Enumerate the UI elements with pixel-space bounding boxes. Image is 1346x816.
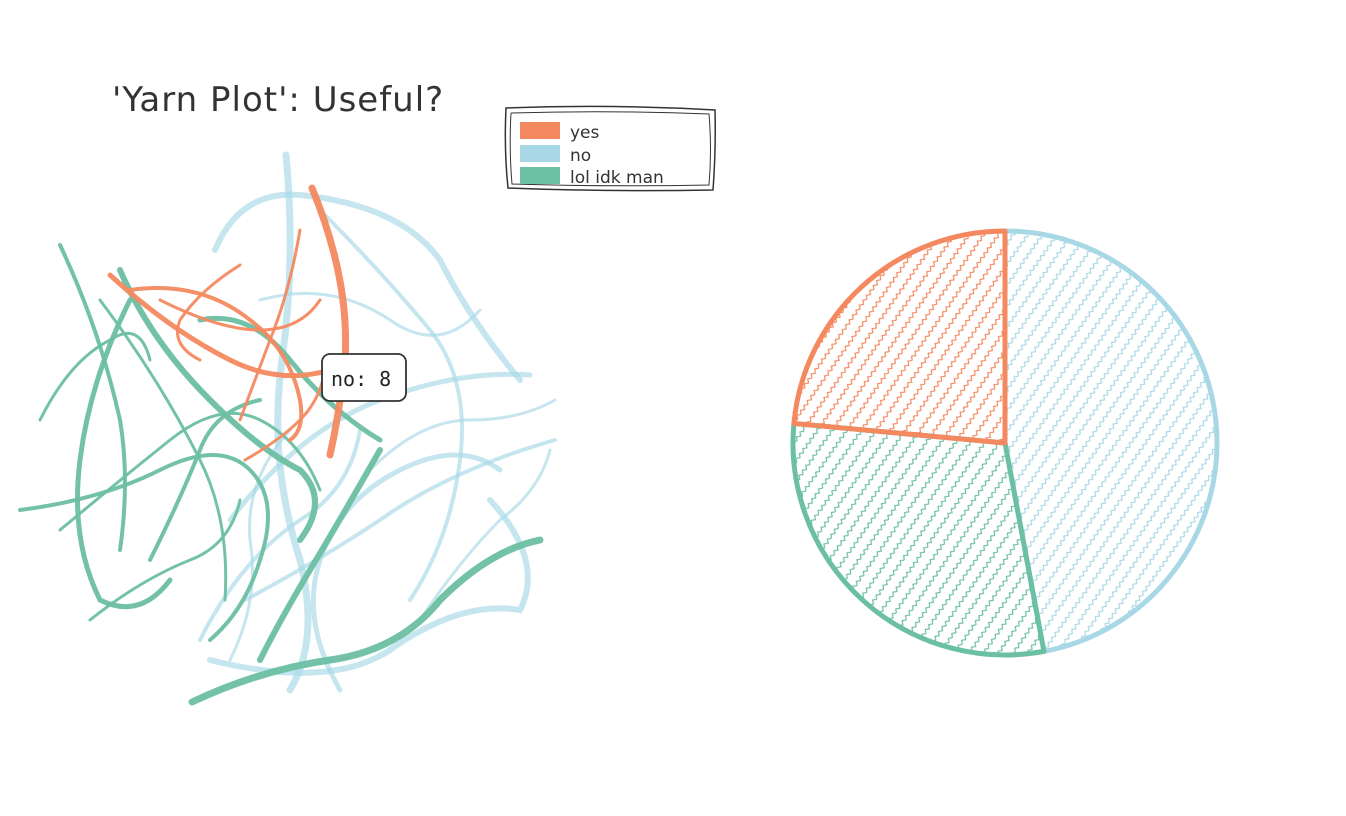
- legend-swatch-yes: [520, 122, 560, 139]
- tooltip-box: [321, 353, 407, 402]
- legend-label-no: no: [570, 146, 591, 166]
- pie-slice-idk[interactable]: [790, 420, 1047, 658]
- yarn-strand-yes-1: [308, 184, 350, 459]
- yarn-strand-no-9: [228, 428, 292, 662]
- yarn-strand-idk-4: [197, 315, 383, 443]
- legend-label-yes: yes: [570, 123, 600, 143]
- yarn-strand-idk-12: [98, 298, 228, 602]
- yarn-strand-yes-2: [107, 272, 333, 379]
- yarn-strand-idk-6: [58, 243, 127, 552]
- yarn-strand-no-10: [418, 448, 552, 622]
- yarn-strand-yes-4: [176, 263, 242, 362]
- yarn-strand-idk-8: [38, 331, 152, 422]
- pie-slice-yes[interactable]: [791, 228, 1008, 446]
- yarn-strand-no-6: [243, 438, 557, 602]
- legend-label-idk: lol idk man: [570, 168, 664, 188]
- pie-slice-no[interactable]: [1002, 228, 1220, 654]
- yarn-strand-no-1: [274, 151, 312, 694]
- yarn-strand-idk-11: [148, 398, 262, 562]
- yarn-strand-idk-10: [58, 411, 322, 532]
- yarn-series-idk[interactable]: [18, 243, 544, 706]
- yarn-strand-no-7: [258, 291, 482, 337]
- tooltip-label: no: 8: [331, 367, 391, 391]
- legend: yes no lol idk man: [504, 105, 716, 192]
- legend-item-yes[interactable]: yes: [520, 122, 600, 143]
- yarn-strand-idk-3: [257, 447, 383, 663]
- legend-swatch-no: [520, 145, 560, 162]
- yarn-strand-no-5: [318, 208, 464, 602]
- yarn-strand-idk-2: [117, 267, 318, 543]
- tooltip: no: 8: [321, 353, 407, 402]
- yarn-strand-idk-5: [75, 297, 173, 610]
- yarn-strand-yes-5: [238, 228, 302, 422]
- yarn-series-yes[interactable]: [107, 184, 350, 462]
- legend-swatch-idk: [520, 167, 560, 184]
- yarn-strand-no-3: [207, 497, 531, 676]
- yarn-strand-yes-6: [158, 298, 322, 332]
- yarn-series-no[interactable]: [198, 151, 557, 694]
- chart-title: 'Yarn Plot': Useful?: [112, 80, 444, 120]
- yarn-plot: no: 8: [18, 151, 557, 706]
- yarn-strand-no-2: [212, 191, 523, 383]
- pie-chart: [790, 228, 1220, 658]
- legend-item-no[interactable]: no: [520, 145, 591, 166]
- yarn-strand-no-12: [368, 398, 557, 472]
- yarn-strand-idk-1: [188, 536, 544, 706]
- yarn-strand-idk-9: [88, 498, 242, 622]
- yarn-strand-yes-7: [243, 368, 327, 462]
- yarn-strand-idk-7: [18, 453, 270, 642]
- legend-item-idk[interactable]: lol idk man: [520, 167, 664, 188]
